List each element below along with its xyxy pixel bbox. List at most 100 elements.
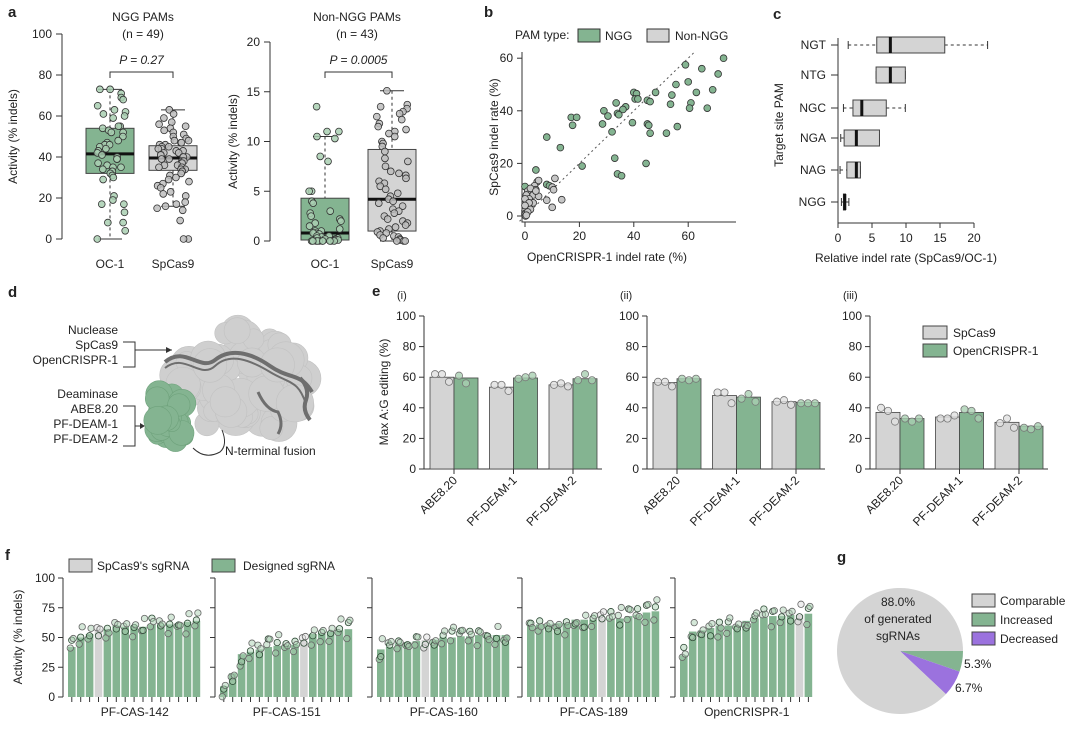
bar-designed-sgrna bbox=[769, 616, 777, 697]
data-point bbox=[389, 197, 397, 206]
sample-size-label: (n = 49) bbox=[122, 27, 164, 41]
x-tick-label: 5 bbox=[869, 231, 876, 245]
replicate-point bbox=[743, 621, 752, 630]
scatter-point-ngg bbox=[619, 105, 627, 114]
replicate-point bbox=[915, 414, 924, 423]
data-point bbox=[99, 175, 107, 184]
x-category-label: SpCas9 bbox=[152, 257, 195, 271]
replicate-point bbox=[587, 622, 596, 631]
protein-name-label: PF-CAS-189 bbox=[560, 705, 628, 719]
x-category-label: PF-DEAM-2 bbox=[523, 473, 579, 529]
replicate-point bbox=[446, 637, 455, 645]
protein-name-label: OpenCRISPR-1 bbox=[704, 705, 790, 719]
data-point bbox=[383, 86, 391, 95]
data-point bbox=[178, 206, 187, 215]
replicate-point bbox=[692, 374, 701, 383]
chart-title: NGG PAMs bbox=[112, 10, 174, 24]
replicate-point bbox=[467, 630, 475, 638]
replicate-point bbox=[503, 634, 511, 642]
replicate-point bbox=[396, 638, 404, 646]
y-tick-label: 0 bbox=[48, 690, 55, 704]
replicate-point bbox=[598, 615, 606, 623]
replicate-point bbox=[476, 628, 484, 636]
x-tick-label: 40 bbox=[627, 229, 641, 243]
data-point bbox=[97, 200, 106, 208]
bar-designed-sgrna bbox=[562, 623, 571, 697]
scatter-point-ngg bbox=[644, 121, 653, 130]
data-point bbox=[184, 136, 193, 145]
y-tick-label: 100 bbox=[842, 309, 862, 323]
data-point bbox=[390, 209, 399, 217]
pie-center-label: 88.0% bbox=[881, 595, 915, 609]
replicate-point bbox=[650, 616, 658, 624]
y-tick-label: 15 bbox=[247, 85, 261, 99]
bar-designed-sgrna bbox=[715, 625, 724, 697]
bar-designed-sgrna bbox=[697, 630, 706, 697]
data-point bbox=[164, 175, 173, 184]
bar-designed-sgrna bbox=[742, 620, 750, 697]
y-tick-label: 20 bbox=[500, 156, 514, 170]
data-point bbox=[172, 200, 181, 208]
replicate-point bbox=[319, 626, 327, 635]
replicate-point bbox=[661, 377, 670, 386]
bar-designed-sgrna bbox=[430, 639, 438, 697]
deaminase-label: PF-DEAM-2 bbox=[53, 432, 118, 446]
data-point bbox=[119, 132, 127, 141]
data-point bbox=[312, 102, 321, 111]
bar-designed-sgrna bbox=[317, 632, 326, 697]
bar-designed-sgrna bbox=[130, 625, 138, 697]
legend-swatch-designed-sgrna bbox=[211, 558, 236, 573]
data-point bbox=[164, 142, 173, 151]
bar-opencrispr-1 bbox=[676, 378, 702, 470]
legend-swatch-decreased bbox=[971, 631, 996, 646]
replicate-point bbox=[1010, 423, 1019, 432]
scatter-point-ngg bbox=[600, 107, 608, 115]
bar-spcas9-sgrna bbox=[300, 641, 308, 697]
replicate-point bbox=[811, 399, 820, 408]
replicate-point bbox=[689, 633, 697, 642]
pam-label: NGT bbox=[801, 38, 827, 52]
bar-designed-sgrna bbox=[121, 626, 129, 697]
replicate-point bbox=[780, 396, 789, 405]
replicate-point bbox=[708, 620, 716, 628]
replicate-point bbox=[393, 645, 401, 653]
box-OC-1 bbox=[85, 85, 135, 243]
subpanel-label: (ii) bbox=[620, 290, 632, 302]
panel-label-d: d bbox=[8, 284, 17, 301]
replicate-point bbox=[114, 620, 122, 629]
data-point bbox=[120, 208, 129, 217]
replicate-point bbox=[943, 414, 952, 423]
legend-label-ngg: NGG bbox=[605, 29, 632, 43]
axes-frame bbox=[521, 52, 736, 223]
replicate-point bbox=[616, 621, 624, 629]
arrowhead-icon bbox=[140, 423, 145, 429]
replicate-point bbox=[158, 620, 166, 628]
data-point bbox=[316, 152, 325, 161]
data-point bbox=[391, 223, 400, 231]
y-axis-label: Target site PAM bbox=[772, 83, 786, 167]
bar-designed-sgrna bbox=[228, 673, 237, 697]
legend-swatch-ngg bbox=[577, 28, 601, 43]
box-NGA: NGA bbox=[800, 129, 880, 147]
replicate-point bbox=[458, 626, 466, 634]
y-tick-label: 80 bbox=[403, 340, 417, 354]
replicate-point bbox=[123, 620, 131, 628]
replicate-point bbox=[182, 630, 190, 638]
data-point bbox=[324, 157, 332, 166]
data-point bbox=[402, 174, 410, 183]
data-point bbox=[120, 112, 129, 120]
subpanel-label: (iii) bbox=[843, 290, 858, 302]
replicate-point bbox=[337, 615, 345, 623]
replicate-point bbox=[411, 641, 419, 649]
replicate-point bbox=[521, 373, 530, 382]
y-tick-label: 40 bbox=[626, 401, 640, 415]
replicate-point bbox=[140, 614, 149, 623]
bar-designed-sgrna bbox=[139, 626, 147, 697]
replicate-point bbox=[94, 632, 103, 640]
fusion-linker bbox=[192, 429, 226, 456]
replicate-point bbox=[328, 624, 336, 632]
data-point bbox=[93, 235, 102, 243]
bar-designed-sgrna bbox=[192, 620, 201, 697]
p-value-label: P = 0.27 bbox=[119, 53, 165, 67]
